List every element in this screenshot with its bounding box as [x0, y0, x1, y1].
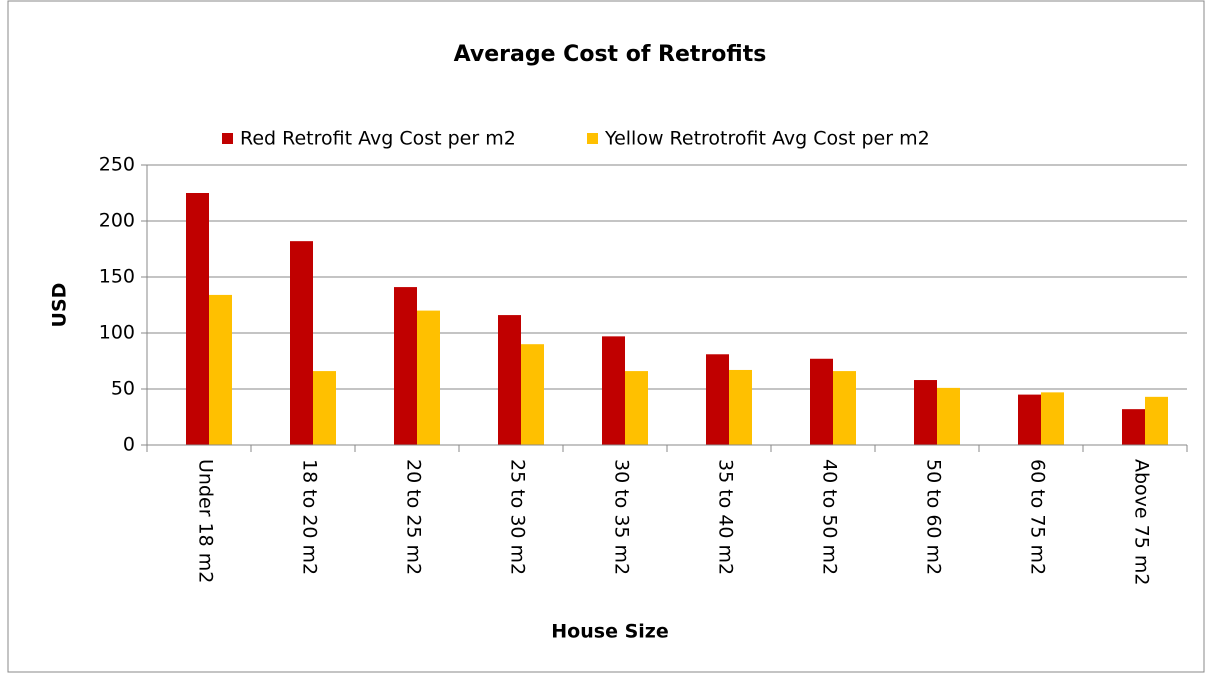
x-tick-label: 50 to 60 m2 [923, 459, 945, 575]
y-tick-label: 100 [99, 322, 135, 344]
bar [1145, 396, 1168, 445]
y-axis-title: USD [49, 283, 71, 328]
bar [498, 315, 521, 445]
y-tick-label: 0 [123, 434, 135, 456]
x-tick-label: 25 to 30 m2 [507, 459, 529, 575]
bar [313, 371, 336, 445]
bar [937, 387, 960, 445]
bar [914, 380, 937, 445]
bar [625, 371, 648, 445]
bar [833, 371, 856, 445]
x-tick-label: 35 to 40 m2 [715, 459, 737, 575]
x-tick-label: Under 18 m2 [195, 459, 217, 583]
x-tick-label: 20 to 25 m2 [403, 459, 425, 575]
x-tick-label: Above 75 m2 [1131, 459, 1153, 585]
legend-swatch [587, 133, 598, 144]
bar [186, 193, 209, 445]
bar [394, 287, 417, 445]
y-tick-label: 50 [111, 378, 135, 400]
x-tick-label: 18 to 20 m2 [299, 459, 321, 575]
x-tick-label: 60 to 75 m2 [1027, 459, 1049, 575]
legend-swatch [222, 133, 233, 144]
bar [602, 336, 625, 445]
y-tick-label: 200 [99, 210, 135, 232]
bar [1122, 409, 1145, 445]
bar [1041, 392, 1064, 445]
x-axis-title: House Size [551, 621, 668, 643]
bar [706, 354, 729, 445]
bar [729, 369, 752, 445]
bar [521, 344, 544, 445]
bar [1018, 394, 1041, 445]
bar [810, 358, 833, 445]
y-tick-label: 250 [99, 154, 135, 176]
legend-label: Red Retrofit Avg Cost per m2 [240, 128, 516, 150]
chart-title: Average Cost of Retrofits [454, 42, 767, 67]
bar [290, 241, 313, 445]
y-tick-label: 150 [99, 266, 135, 288]
x-tick-label: 40 to 50 m2 [819, 459, 841, 575]
legend-label: Yellow Retrotrofit Avg Cost per m2 [604, 128, 930, 150]
bar [417, 310, 440, 445]
x-tick-label: 30 to 35 m2 [611, 459, 633, 575]
bar [209, 294, 232, 445]
